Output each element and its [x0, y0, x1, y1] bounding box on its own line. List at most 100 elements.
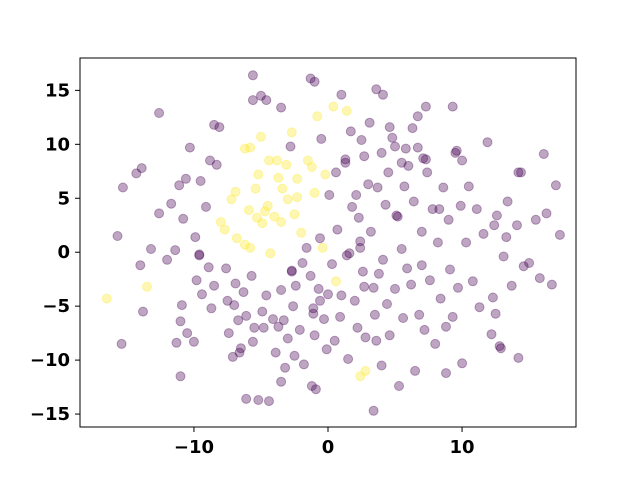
scatter-point-s1-76 — [315, 233, 325, 244]
scatter-point-s0-38 — [320, 169, 331, 180]
x-tick-label: −10 — [174, 437, 214, 458]
scatter-point-s0-42 — [355, 371, 366, 382]
scatter-point-s0-37 — [317, 242, 328, 253]
scatter-point-s1-84 — [329, 335, 340, 346]
scatter-point-s1-198 — [451, 145, 462, 156]
scatter-point-s1-134 — [427, 204, 438, 215]
scatter-point-s1-77 — [315, 295, 325, 306]
scatter-point-s1-215 — [340, 154, 351, 165]
scatter-point-s1-150 — [471, 204, 482, 215]
scatter-point-s1-122 — [399, 181, 410, 192]
scatter-point-s1-203 — [416, 260, 427, 271]
scatter-point-s1-50 — [258, 322, 269, 333]
scatter-point-s1-138 — [438, 182, 449, 193]
y-tick-label: −10 — [30, 350, 70, 371]
scatter-point-s0-28 — [286, 127, 297, 138]
scatter-point-s1-16 — [178, 213, 189, 224]
scatter-point-s1-20 — [188, 336, 199, 347]
scatter-point-s1-124 — [403, 160, 414, 171]
scatter-point-s1-45 — [247, 95, 258, 106]
scatter-point-s0-27 — [282, 194, 293, 205]
scatter-point-s1-113 — [382, 299, 392, 309]
scatter-point-s1-98 — [357, 266, 368, 277]
scatter-point-s1-33 — [214, 122, 225, 133]
scatter-point-s1-40 — [233, 315, 244, 326]
scatter-point-s1-105 — [369, 309, 380, 320]
scatter-point-s0-22 — [272, 155, 283, 166]
scatter-point-s0-26 — [281, 159, 292, 170]
scatter-point-s0-29 — [289, 209, 300, 220]
scatter-point-s0-23 — [273, 172, 284, 183]
scatter-point-s1-137 — [435, 293, 446, 304]
scatter-point-s1-69 — [301, 242, 312, 253]
scatter-point-s1-74 — [310, 384, 321, 395]
scatter-point-s1-186 — [371, 84, 382, 95]
scatter-point-s1-17 — [180, 173, 191, 184]
scatter-point-s1-63 — [288, 301, 299, 312]
scatter-point-s1-8 — [154, 108, 165, 118]
scatter-point-s1-68 — [298, 359, 309, 370]
scatter-point-s0-34 — [306, 162, 317, 172]
scatter-point-s1-86 — [332, 224, 343, 235]
scatter-point-s0-11 — [245, 242, 256, 253]
scatter-point-s1-156 — [491, 210, 502, 221]
scatter-point-s1-27 — [203, 262, 214, 273]
scatter-point-s1-162 — [513, 352, 524, 363]
scatter-point-s1-123 — [402, 263, 413, 274]
scatter-point-s1-127 — [410, 365, 421, 376]
scatter-point-s0-13 — [252, 212, 262, 223]
scatter-point-s1-214 — [286, 266, 297, 277]
y-tick-label: −5 — [42, 296, 70, 317]
scatter-point-s1-212 — [391, 210, 402, 221]
scatter-point-s1-42 — [238, 287, 249, 298]
scatter-point-s1-35 — [222, 295, 233, 306]
scatter-point-s1-51 — [261, 290, 272, 301]
scatter-point-s1-201 — [501, 232, 512, 243]
scatter-point-s1-48 — [253, 395, 264, 405]
x-tick-label: 10 — [450, 437, 475, 458]
scatter-point-s1-99 — [359, 281, 370, 292]
scatter-point-s1-64 — [289, 350, 300, 361]
scatter-point-s0-2 — [215, 217, 226, 227]
scatter-point-s1-56 — [276, 376, 287, 387]
scatter-point-s1-104 — [368, 282, 379, 293]
scatter-point-s1-143 — [450, 147, 461, 158]
scatter-point-s1-58 — [278, 315, 289, 326]
scatter-point-s1-53 — [268, 314, 278, 325]
x-tick-label: 0 — [322, 437, 335, 458]
scatter-point-s1-185 — [359, 151, 370, 162]
scatter-point-s1-169 — [541, 208, 552, 219]
scatter-point-s1-25 — [197, 289, 207, 300]
scatter-point-s1-131 — [419, 324, 430, 335]
scatter-point-s1-1 — [117, 182, 128, 193]
scatter-point-s1-174 — [247, 70, 258, 81]
scatter-point-s1-118 — [392, 211, 403, 222]
scatter-point-s0-7 — [239, 143, 250, 154]
scatter-point-s1-93 — [349, 295, 360, 306]
scatter-point-s1-87 — [335, 311, 346, 322]
scatter-point-s1-5 — [138, 306, 148, 317]
scatter-point-s1-175 — [256, 90, 266, 101]
scatter-point-s1-179 — [309, 76, 320, 87]
scatter-point-s1-149 — [467, 276, 478, 287]
scatter-point-s1-130 — [416, 226, 427, 237]
scatter-point-s0-9 — [243, 205, 254, 216]
scatter-point-s1-173 — [241, 393, 252, 404]
scatter-point-s1-38 — [229, 300, 240, 311]
scatter-point-s1-183 — [355, 242, 366, 253]
scatter-point-s1-193 — [412, 111, 423, 122]
scatter-point-s1-54 — [270, 347, 281, 358]
scatter-point-s1-165 — [524, 258, 535, 268]
scatter-point-s1-191 — [400, 143, 411, 154]
scatter-point-s1-188 — [384, 122, 395, 133]
scatter-point-s1-111 — [378, 254, 388, 265]
scatter-point-s1-160 — [506, 280, 517, 291]
scatter-point-s1-12 — [171, 337, 182, 348]
scatter-point-s1-120 — [396, 244, 407, 254]
y-tick-label: 15 — [45, 80, 70, 101]
scatter-point-s1-155 — [487, 292, 498, 303]
x-axis: −10 0 10 — [174, 427, 475, 458]
scatter-point-s1-60 — [282, 333, 293, 344]
scatter-point-s1-26 — [201, 201, 211, 212]
scatter-point-s0-17 — [260, 206, 270, 217]
